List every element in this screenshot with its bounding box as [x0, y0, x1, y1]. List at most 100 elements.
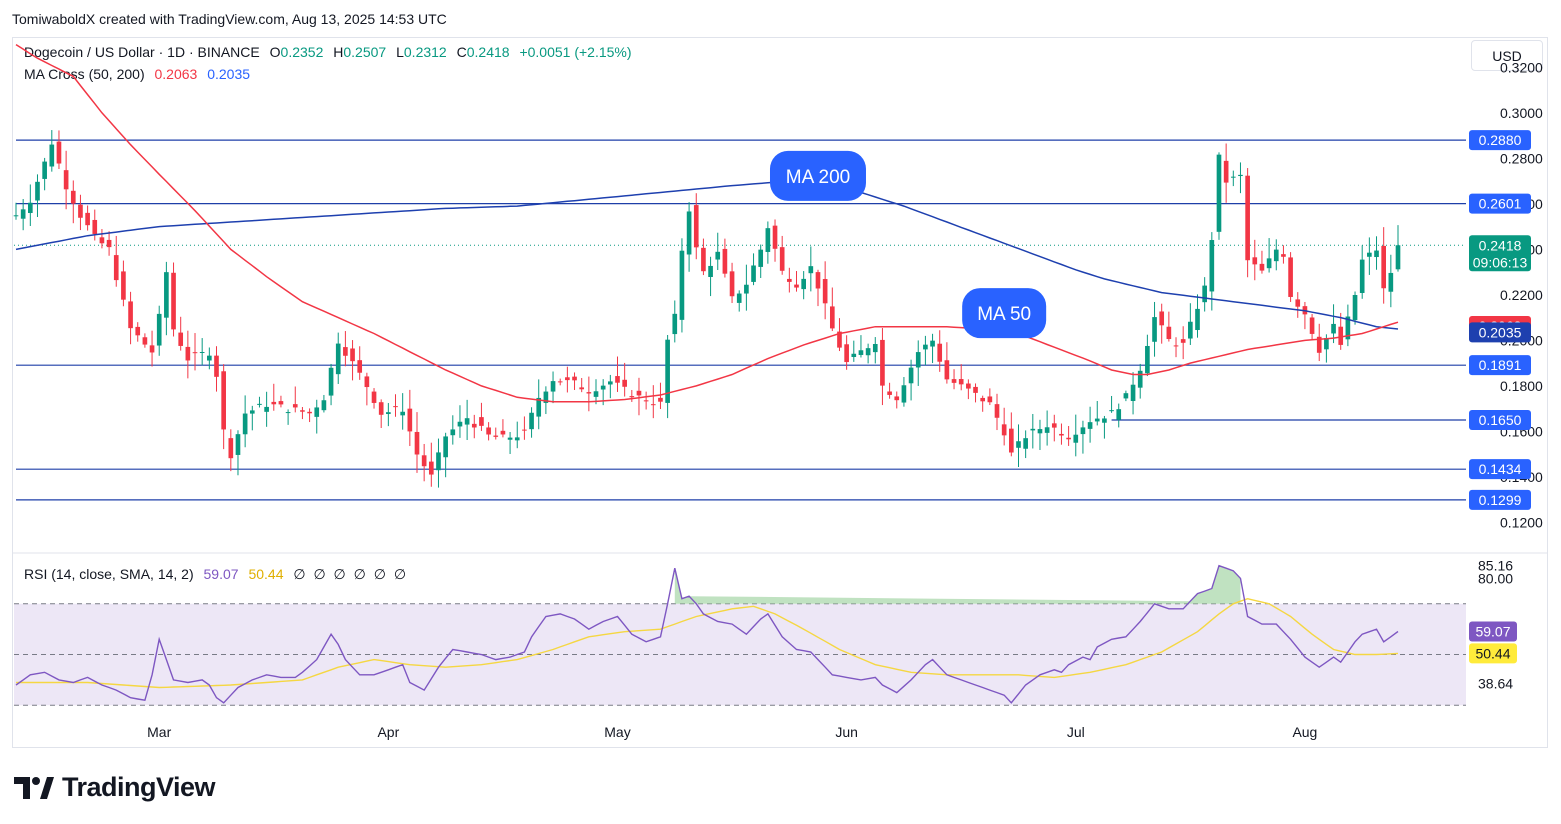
candle-body	[1016, 441, 1021, 448]
candle-body	[1331, 323, 1336, 334]
open-value: 0.2352	[280, 44, 324, 60]
candle-body	[1202, 285, 1207, 303]
candle-body	[1388, 272, 1394, 292]
candle-body	[880, 339, 885, 386]
candle-body	[779, 247, 785, 271]
candle-body	[13, 215, 19, 217]
candle-body	[550, 381, 556, 392]
candle-body	[321, 400, 327, 411]
candle-body	[930, 340, 935, 347]
rsi-line	[15, 564, 1399, 704]
candle-body	[951, 379, 957, 383]
price-tick-label: 0.1800	[1500, 378, 1543, 394]
ma200-line	[15, 180, 1399, 330]
level-price-label-text: 0.1891	[1479, 357, 1522, 373]
symbol-title: Dogecoin / US Dollar · 1D · BINANCE	[24, 44, 260, 60]
candle-body	[794, 284, 799, 288]
high-value: 0.2507	[343, 44, 387, 60]
candle-body	[1259, 263, 1265, 271]
candle-body	[715, 251, 721, 260]
candle-body	[1073, 434, 1079, 443]
time-tick-label: Jul	[1067, 724, 1085, 740]
candle-body	[1188, 321, 1193, 339]
candle-body	[536, 397, 542, 417]
candle-body	[1059, 433, 1064, 436]
annotation-text: MA 50	[977, 304, 1031, 325]
level-price-label-text: 0.1299	[1479, 492, 1522, 508]
candle-body	[1316, 336, 1322, 353]
level-price-label-text: 0.1650	[1479, 412, 1522, 428]
candle-body	[1238, 174, 1243, 177]
candle-body	[42, 161, 47, 179]
candle-body	[199, 352, 205, 354]
candle-body	[586, 392, 592, 394]
candle-body	[915, 352, 921, 368]
candle-body	[414, 431, 420, 455]
candle-body	[1223, 160, 1229, 183]
candle-body	[35, 181, 40, 201]
candle-body	[221, 371, 226, 430]
candle-body	[894, 396, 900, 401]
price-tick-label: 0.1200	[1500, 514, 1543, 530]
candle-body	[837, 331, 842, 348]
candle-body	[1381, 245, 1387, 289]
candle-body	[1367, 252, 1372, 257]
rsi-sma-value: 50.44	[248, 566, 284, 582]
candle-body	[285, 412, 291, 414]
rsi-overbought-fill	[674, 565, 1241, 604]
candle-body	[493, 435, 499, 437]
candle-body	[815, 272, 821, 289]
currency-button[interactable]: USD	[1471, 40, 1543, 71]
candle-body	[292, 404, 298, 408]
candle-body	[872, 344, 878, 353]
ma50-line	[15, 43, 1399, 403]
candle-body	[113, 255, 119, 281]
candle-body	[1395, 245, 1401, 270]
candle-body	[1037, 429, 1043, 434]
candle-body	[121, 271, 126, 300]
candle-body	[629, 396, 635, 398]
ma-cross-title: MA Cross (50, 200)	[24, 66, 145, 82]
candle-body	[106, 239, 112, 248]
candle-body	[543, 391, 549, 403]
candle-body	[400, 411, 406, 416]
ma-cross-legend: MA Cross (50, 200) 0.2063 0.2035	[24, 66, 250, 82]
candle-body	[829, 306, 835, 329]
candle-body	[636, 390, 642, 396]
candle-body	[772, 225, 778, 249]
candle-body	[1173, 345, 1179, 347]
low-label: L	[396, 44, 404, 60]
candle-body	[1273, 249, 1279, 262]
candle-body	[20, 209, 26, 219]
candle-body	[822, 279, 828, 304]
time-tick-label: Aug	[1292, 724, 1317, 740]
rsi-sma-current-label	[1469, 643, 1517, 664]
current-price-label	[1469, 235, 1531, 272]
level-price-label-text: 0.2880	[1479, 132, 1522, 148]
candle-body	[679, 250, 685, 320]
candle-body	[135, 326, 141, 336]
candle-body	[944, 360, 950, 380]
candle-body	[479, 417, 484, 426]
price-tick-label: 0.2200	[1500, 287, 1543, 303]
candle-body	[1288, 257, 1293, 297]
candle-body	[901, 385, 907, 403]
candle-body	[858, 350, 864, 355]
close-value: 0.2418	[466, 44, 510, 60]
candle-body	[672, 313, 678, 335]
candle-body	[615, 376, 620, 383]
candle-body	[386, 412, 391, 415]
time-tick-label: Mar	[147, 724, 171, 740]
candle-body	[171, 272, 176, 330]
candle-body	[228, 438, 234, 459]
candle-body	[357, 360, 363, 373]
candle-body	[801, 278, 806, 290]
candle-body	[593, 391, 599, 397]
candle-body	[1345, 316, 1351, 340]
candle-body	[149, 345, 155, 353]
candle-body	[63, 170, 69, 190]
rsi-current-label	[1469, 621, 1517, 642]
candle-body	[300, 410, 305, 412]
candle-body	[1266, 258, 1272, 269]
